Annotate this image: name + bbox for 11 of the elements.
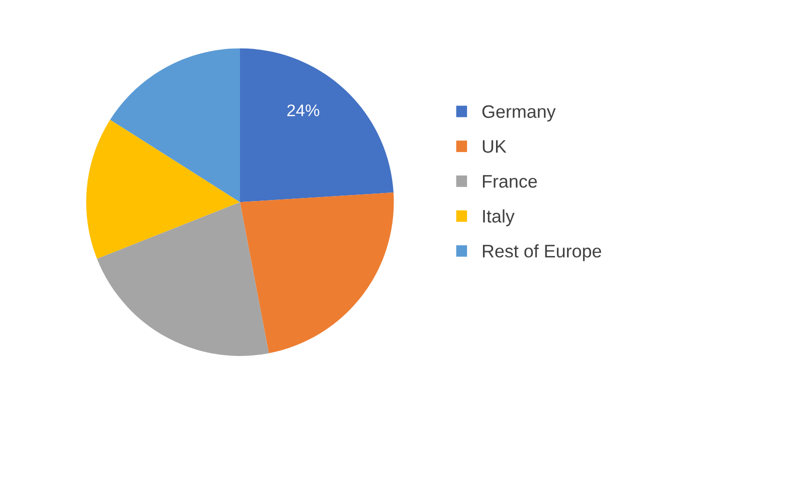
legend-label: Germany <box>482 105 556 122</box>
pie-slice <box>86 120 240 259</box>
legend-label: France <box>482 175 537 188</box>
pie-slice <box>240 192 394 354</box>
legend-label: Rest of Europe <box>482 244 602 262</box>
legend-label: UK <box>482 140 506 153</box>
pie-slice <box>240 48 394 202</box>
pie-slice <box>110 48 240 202</box>
legend-label: Italy <box>483 209 515 226</box>
pie-slice <box>96 202 269 356</box>
data-label: 24% <box>287 104 320 116</box>
